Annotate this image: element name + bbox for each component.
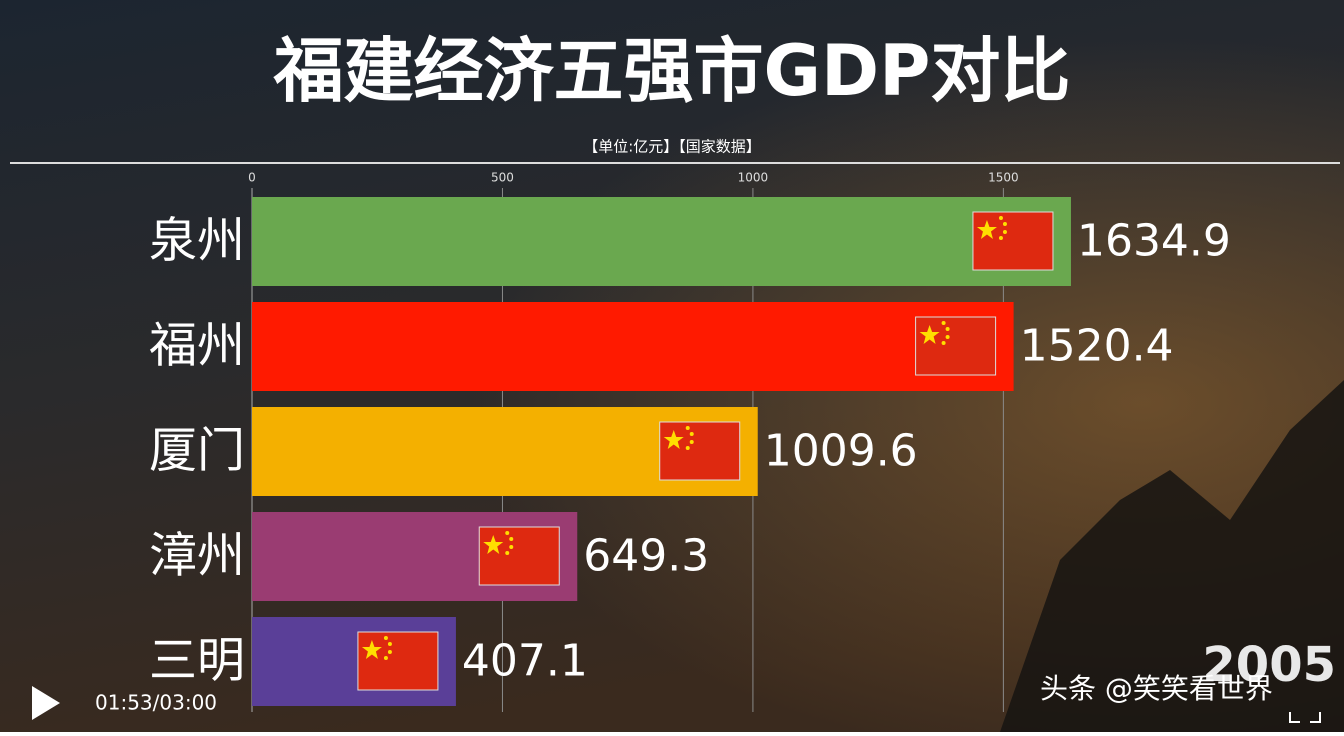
value-label: 649.3 [583, 531, 709, 582]
flag-small-star [998, 236, 1003, 240]
flag-star [483, 535, 504, 554]
flag-small-star [945, 335, 950, 339]
watermark: 头条 @笑笑看世界 [1040, 672, 1273, 705]
flag-small-star [685, 426, 690, 430]
value-label: 1520.4 [1020, 321, 1174, 372]
flag-small-star [941, 341, 946, 345]
flag-field [659, 421, 741, 481]
flag-small-star [383, 636, 388, 640]
value-label: 1009.6 [764, 426, 918, 477]
x-tick-label: 500 [491, 171, 514, 185]
bar [252, 302, 1014, 391]
mountain [1000, 380, 1344, 732]
flag-small-star [1002, 230, 1007, 234]
flag-small-star [685, 446, 690, 450]
flag-small-star [387, 642, 392, 646]
x-tick-label: 0 [248, 171, 256, 185]
chart-title: 福建经济五强市GDP对比 [273, 30, 1071, 112]
flag-star [361, 640, 382, 659]
x-tick-label: 1000 [738, 171, 769, 185]
x-tick-label: 1500 [988, 171, 1019, 185]
flag-small-star [509, 545, 514, 549]
y-tick-label: 漳州 [149, 528, 245, 584]
flag-small-star [945, 327, 950, 331]
bar [252, 197, 1071, 286]
flag-field [972, 211, 1054, 271]
video-time: 01:53/03:00 [95, 691, 217, 715]
y-tick-label: 福州 [149, 318, 245, 374]
flag-icon [478, 526, 560, 586]
flag-small-star [689, 432, 694, 436]
flag-small-star [689, 440, 694, 444]
flag-small-star [509, 537, 514, 541]
year-label: 2005 [1202, 637, 1336, 693]
flag-small-star [998, 216, 1003, 220]
flag-star [919, 325, 940, 344]
flag-icon [972, 211, 1054, 271]
fullscreen-button[interactable] [1289, 712, 1321, 723]
value-label: 1634.9 [1077, 216, 1231, 267]
y-tick-label: 三明 [149, 633, 245, 689]
play-button[interactable] [32, 686, 60, 720]
y-tick-label: 厦门 [149, 423, 245, 479]
flag-small-star [387, 650, 392, 654]
flag-icon [659, 421, 741, 481]
value-label: 407.1 [462, 636, 588, 687]
flag-field [915, 316, 997, 376]
flag-icon [357, 631, 439, 691]
flag-icon [915, 316, 997, 376]
flag-field [357, 631, 439, 691]
flag-small-star [383, 656, 388, 660]
flag-small-star [1002, 222, 1007, 226]
plot: 0 500 1000 1500 泉州 1634.9 福州 1520.4 厦门 1009.6 漳州 64… [149, 171, 1231, 712]
chart-subtitle: 【单位:亿元】【国家数据】 [583, 138, 761, 156]
flag-small-star [941, 321, 946, 325]
flag-star [976, 220, 997, 239]
flag-small-star [505, 551, 510, 555]
y-tick-label: 泉州 [149, 213, 245, 269]
flag-star [663, 430, 684, 449]
flag-small-star [505, 531, 510, 535]
flag-field [478, 526, 560, 586]
